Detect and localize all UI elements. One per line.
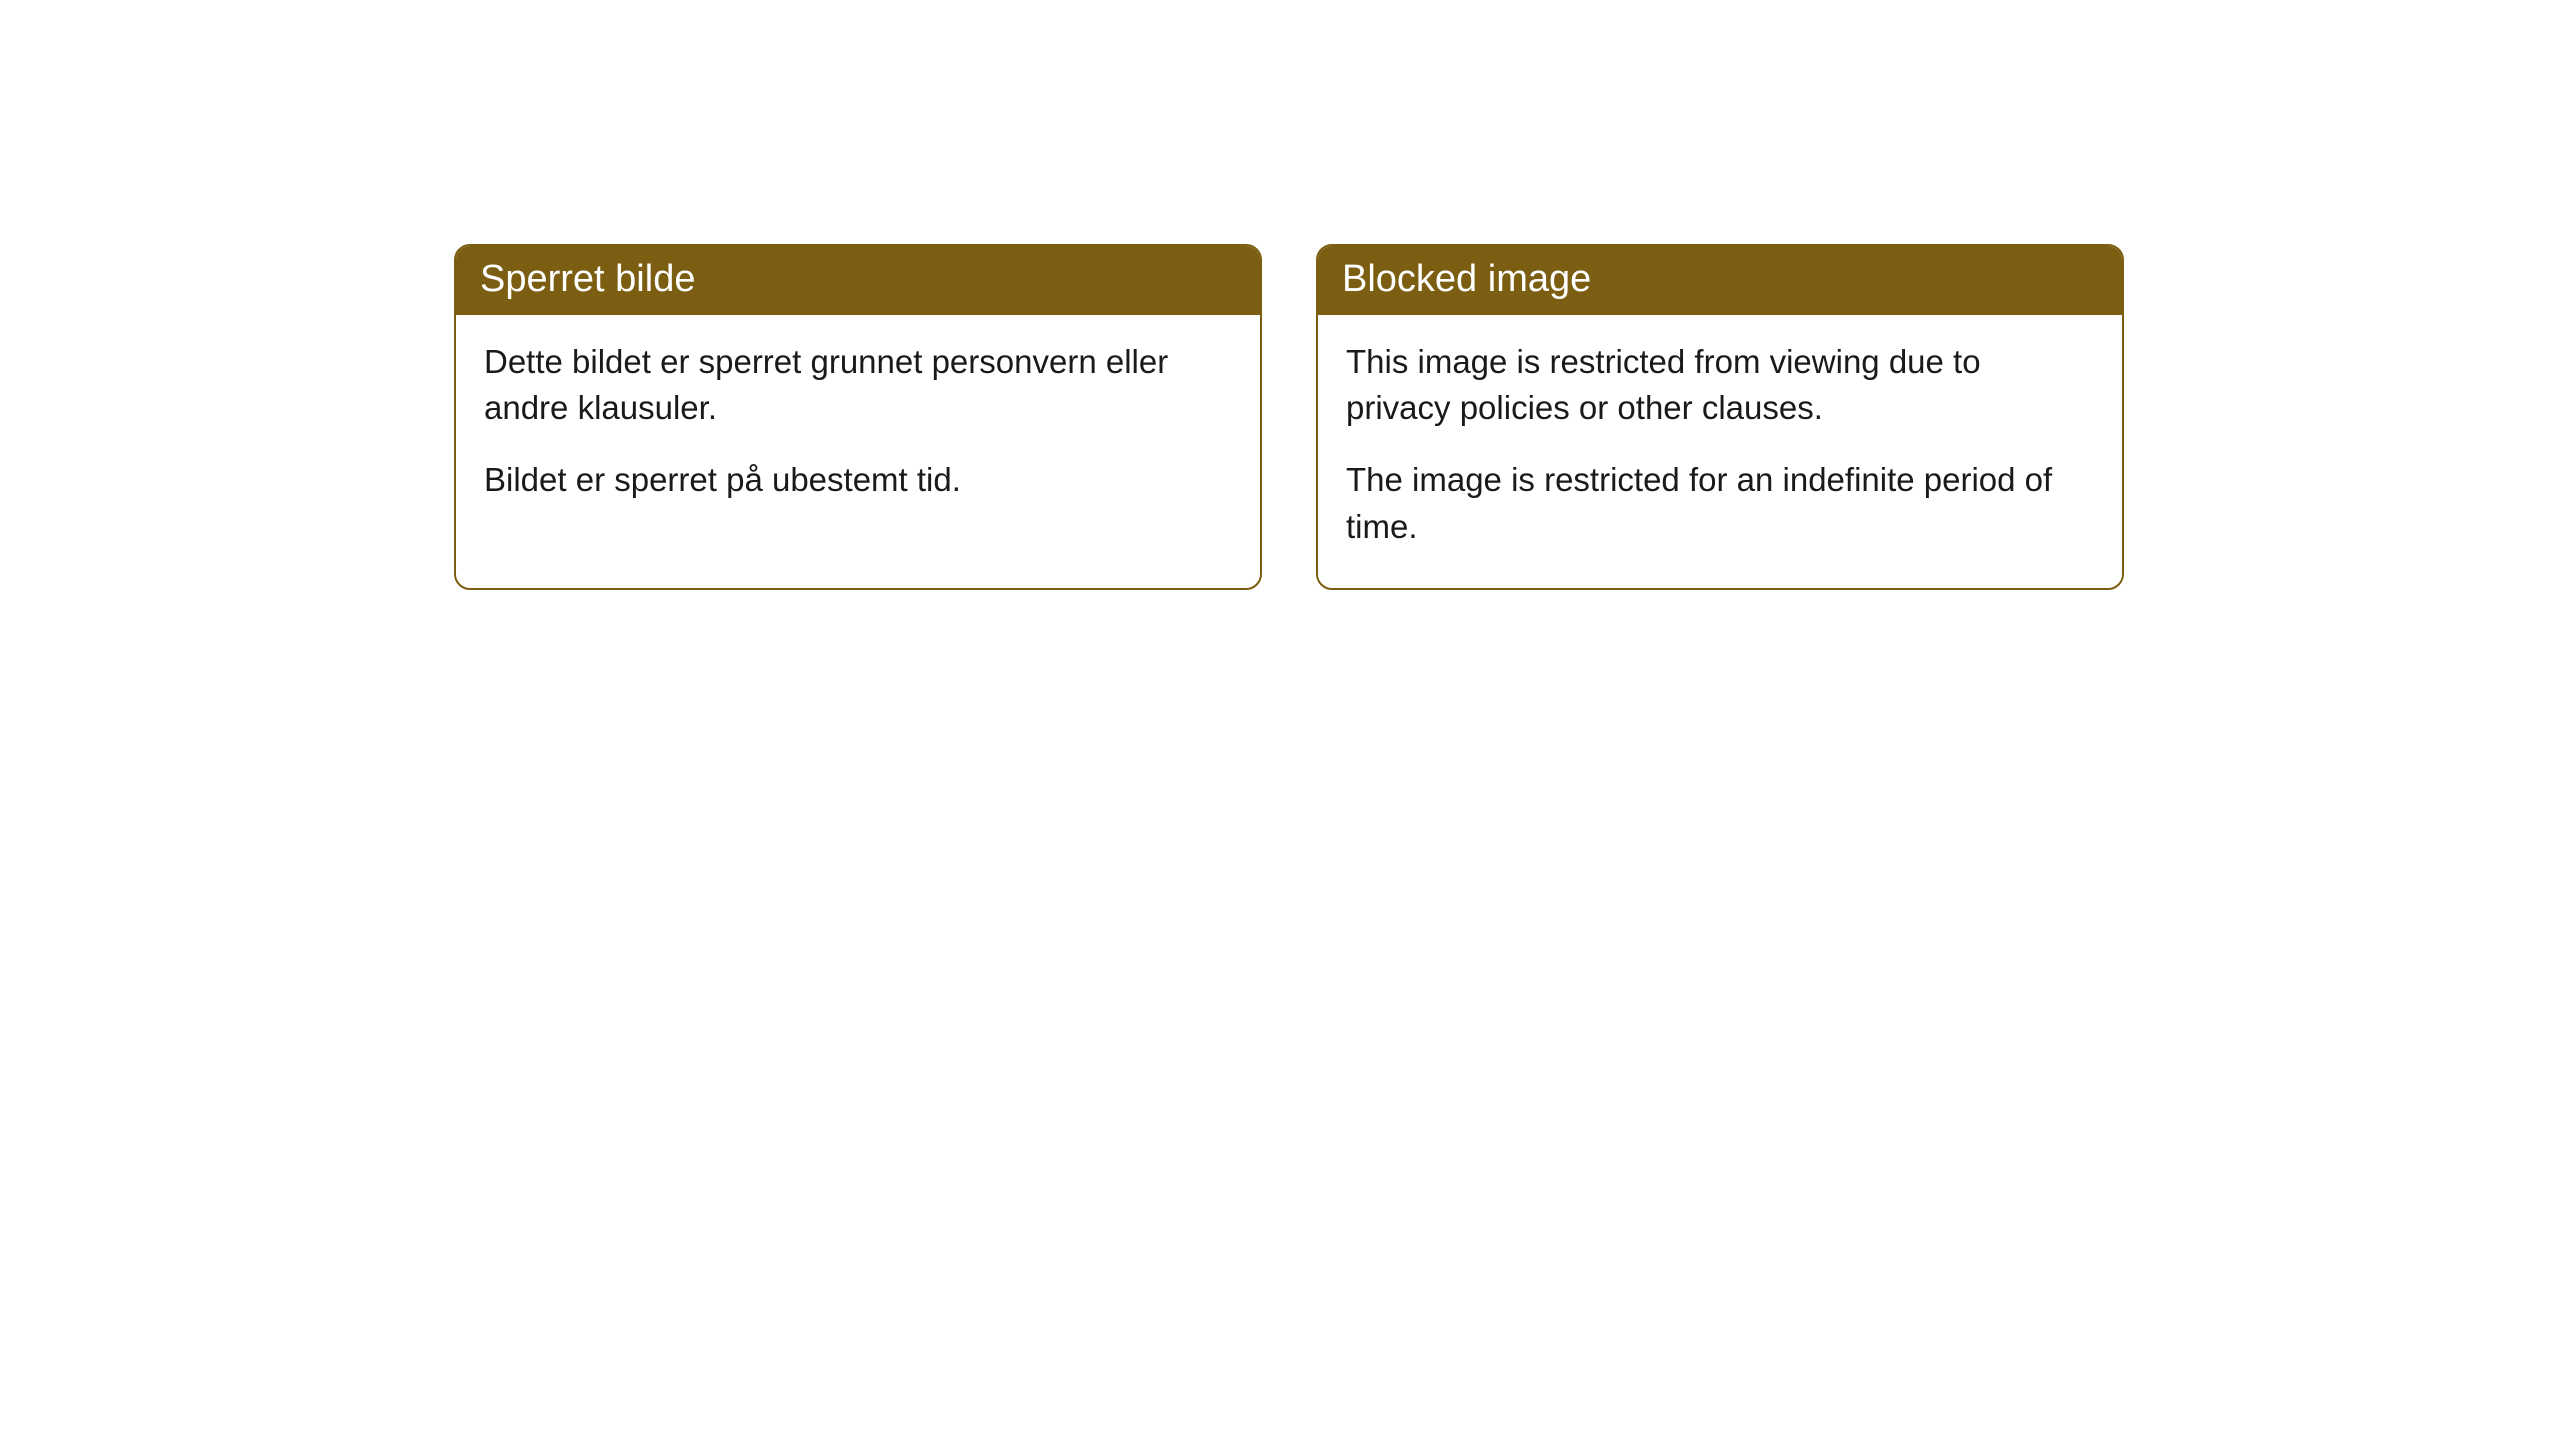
card-title: Sperret bilde	[480, 258, 695, 300]
card-paragraph-2: The image is restricted for an indefinit…	[1346, 457, 2094, 549]
card-header: Blocked image	[1318, 246, 2122, 315]
card-title: Blocked image	[1342, 258, 1591, 300]
card-body: Dette bildet er sperret grunnet personve…	[456, 315, 1260, 542]
notice-card-norwegian: Sperret bilde Dette bildet er sperret gr…	[454, 244, 1262, 590]
card-header: Sperret bilde	[456, 246, 1260, 315]
notice-card-english: Blocked image This image is restricted f…	[1316, 244, 2124, 590]
card-body: This image is restricted from viewing du…	[1318, 315, 2122, 588]
card-paragraph-1: This image is restricted from viewing du…	[1346, 339, 2094, 431]
notice-cards-container: Sperret bilde Dette bildet er sperret gr…	[454, 244, 2124, 590]
card-paragraph-1: Dette bildet er sperret grunnet personve…	[484, 339, 1232, 431]
card-paragraph-2: Bildet er sperret på ubestemt tid.	[484, 457, 1232, 503]
